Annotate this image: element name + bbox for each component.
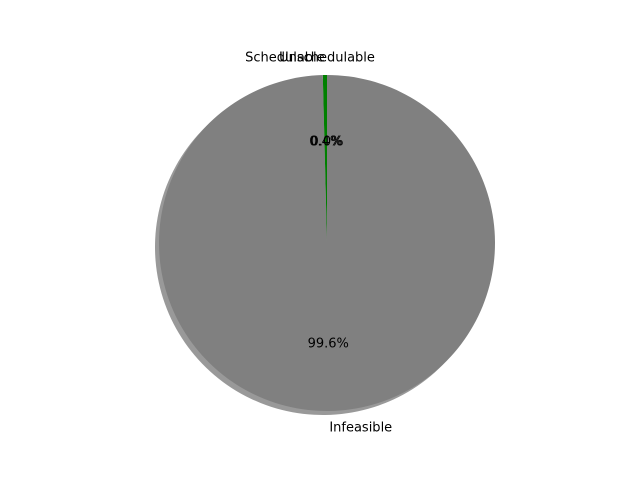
pie-slice-infeasible [159, 75, 496, 412]
pie-label-unschedulable: Unschedulable [279, 51, 375, 66]
pie-slice-schedulable [322, 75, 327, 243]
pie-percent-label-infeasible: 99.6% [308, 336, 349, 351]
pie-labels: Unschedulable 0.0% Schedulable 0.4% Infeasib… [245, 51, 392, 436]
pie-slices [159, 75, 496, 412]
pie-label-infeasible: Infeasible [329, 420, 392, 435]
pie-percent-label-unschedulable: 0.0% [310, 135, 343, 150]
pie-percent-label-schedulable: 0.4% [309, 135, 342, 150]
pie-label-schedulable: Schedulable [245, 51, 325, 66]
